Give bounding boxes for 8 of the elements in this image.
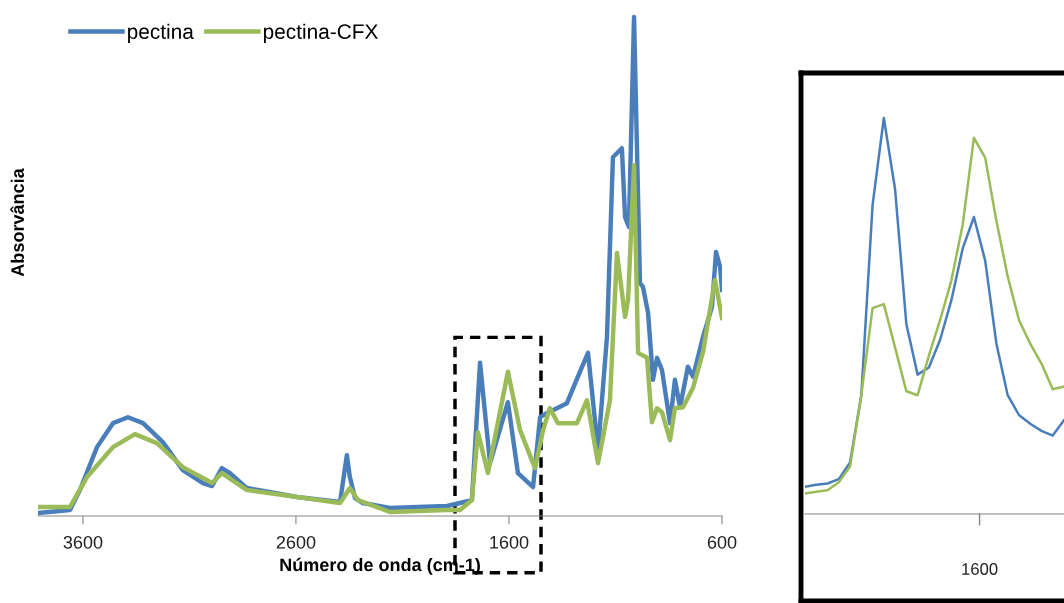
legend-label: pectina	[128, 23, 194, 44]
text: 1600	[962, 563, 998, 575]
legend-label: pectina-CFX	[263, 23, 378, 44]
y-axis-title: Absorvância	[10, 168, 24, 277]
x-tick-label: 3600	[63, 535, 103, 549]
x-tick-label: 2600	[276, 535, 316, 549]
x-tick-label: 600	[707, 535, 737, 549]
x-tick-label: 1600	[490, 535, 529, 549]
